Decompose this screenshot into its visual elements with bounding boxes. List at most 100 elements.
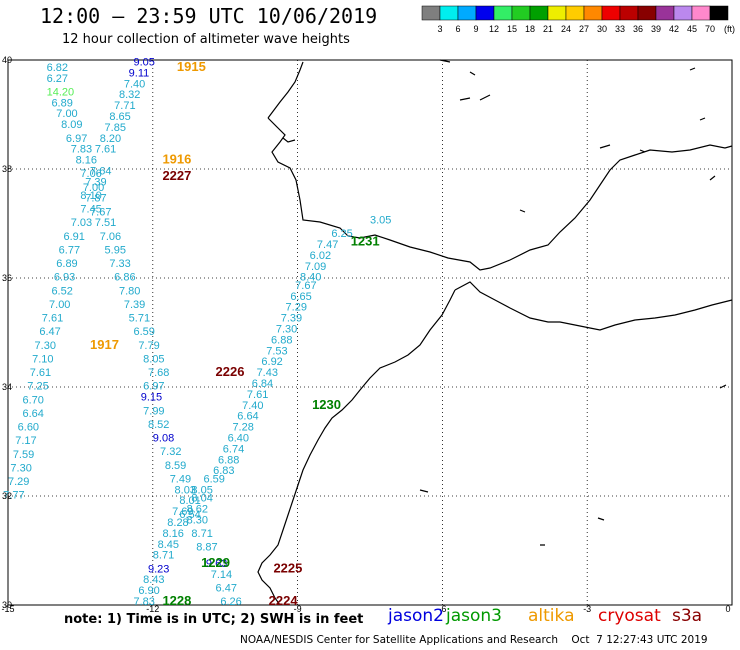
wave-height-value: 8.43 — [143, 574, 164, 586]
wave-height-value: 8.40 — [300, 272, 321, 284]
mission-s3a: s3a — [672, 606, 703, 626]
wave-height-value: 6.40 — [228, 433, 249, 445]
wave-height-value: 8.03 — [175, 484, 196, 496]
colorbar-label: 9 — [473, 24, 478, 34]
wave-height-value: 9.15 — [141, 392, 162, 404]
lon-tick-label: -12 — [146, 604, 159, 614]
wave-height-value: 3.05 — [370, 215, 391, 227]
wave-height-value: 7.39 — [124, 299, 145, 311]
wave-height-value: 6.47 — [216, 582, 237, 594]
colorbar-swatch — [601, 5, 621, 21]
wave-height-value: 6.97 — [66, 133, 87, 145]
wave-height-value: 7.39 — [85, 176, 106, 188]
coastline — [257, 59, 733, 606]
colorbar-label: 21 — [543, 24, 553, 34]
lat-tick-label: 38 — [2, 164, 12, 174]
wave-height-value: 6.86 — [114, 272, 135, 284]
wave-height-value: 7.53 — [266, 345, 287, 357]
wave-height-value: 7.71 — [114, 100, 135, 112]
note-text: note: 1) Time is in UTC; 2) SWH is in fe… — [64, 612, 364, 627]
wave-height-value: 7.99 — [143, 405, 164, 417]
wave-height-value: 8.62 — [187, 503, 208, 515]
wave-height-value: 8.45 — [158, 539, 179, 551]
mission-altika: altika — [528, 606, 575, 626]
colorbar-label: 12 — [489, 24, 499, 34]
wave-height-value: 6.70 — [22, 394, 43, 406]
colorbar-label: 24 — [561, 24, 571, 34]
wave-height-value: 7.68 — [148, 367, 169, 379]
wave-height-value: 8.16 — [162, 528, 183, 540]
colorbar-swatch — [583, 5, 603, 21]
lat-tick-label: 40 — [2, 55, 12, 65]
wave-height-value: 7.64 — [90, 165, 111, 177]
colorbar-swatch — [547, 5, 567, 21]
wave-height-value: 6.64 — [237, 411, 258, 423]
wave-height-value: 6.89 — [56, 258, 77, 270]
wave-height-value: 7.61 — [42, 313, 63, 325]
wave-height-value: 8.32 — [119, 89, 140, 101]
wave-height-value: 7.14 — [211, 569, 232, 581]
wave-height-value: 6.64 — [22, 408, 43, 420]
wave-height-value: 8.59 — [165, 460, 186, 472]
wave-height-value: 7.00 — [56, 108, 77, 120]
wave-height-value: 6.27 — [47, 73, 68, 85]
wave-height-value: 8.05 — [191, 484, 212, 496]
wave-height-value: 7.69 — [172, 506, 193, 518]
wave-height-value: 7.85 — [105, 122, 126, 134]
map-title: 12:00 – 23:59 UTC 10/06/2019 — [40, 4, 378, 28]
track-time-label: 2227 — [162, 168, 191, 183]
wave-height-value: 6.91 — [64, 231, 85, 243]
wave-height-value: 6.60 — [18, 422, 39, 434]
lon-tick-label: -9 — [294, 604, 302, 614]
lat-lon-grid — [8, 60, 732, 605]
colorbar-label: 33 — [615, 24, 625, 34]
wave-height-value: 7.43 — [257, 367, 278, 379]
wave-height-value: 7.30 — [276, 324, 297, 336]
wave-height-value: 6.59 — [133, 326, 154, 338]
wave-height-value: 7.67 — [295, 280, 316, 292]
wave-height-value: 6.25 — [331, 228, 352, 240]
wave-height-value: 7.49 — [170, 473, 191, 485]
wave-value-labels: 9.059.117.408.327.718.657.858.207.616.82… — [3, 56, 391, 608]
wave-height-value: 7.39 — [281, 313, 302, 325]
wave-height-value: 7.40 — [124, 78, 145, 90]
wave-height-value: 7.29 — [8, 476, 29, 488]
wave-height-value: 6.97 — [143, 381, 164, 393]
colorbar-swatch — [529, 5, 549, 21]
wave-height-value: 7.03 — [71, 217, 92, 229]
wave-height-value: 6.84 — [252, 378, 273, 390]
lon-tick-label: 0 — [725, 604, 730, 614]
map-subtitle: 12 hour collection of altimeter wave hei… — [62, 32, 350, 47]
colorbar-unit: (ft) — [724, 24, 735, 34]
wave-height-value: 6.83 — [213, 465, 234, 477]
colorbar-swatch — [565, 5, 585, 21]
mission-jason2: jason2 — [388, 606, 444, 626]
colorbar-swatch — [619, 5, 639, 21]
track-time-label: 1230 — [312, 397, 341, 412]
colorbar-label: 30 — [597, 24, 607, 34]
wave-height-value: 7.83 — [71, 144, 92, 156]
colorbar-label: 27 — [579, 24, 589, 34]
colorbar-label: 70 — [705, 24, 715, 34]
colorbar-swatch — [493, 5, 513, 21]
colorbar-swatch — [673, 5, 693, 21]
wave-height-value: 8.71 — [153, 550, 174, 562]
mission-legend: jason2 jason3 altika cryosat s3a — [0, 606, 740, 630]
wave-height-value: 6.26 — [220, 596, 241, 608]
wave-height-value: 7.17 — [15, 435, 36, 447]
wave-height-value: 8.30 — [187, 514, 208, 526]
colorbar-label: 45 — [687, 24, 697, 34]
wave-height-value: 7.29 — [286, 302, 307, 314]
wave-height-value: 9.63 — [206, 558, 227, 570]
wave-height-value: 7.47 — [317, 239, 338, 251]
wave-height-value: 8.16 — [76, 155, 97, 167]
wave-height-value: 8.28 — [167, 517, 188, 529]
mission-jason3: jason3 — [446, 606, 502, 626]
colorbar-swatch — [709, 5, 729, 21]
wave-height-value: 7.67 — [90, 206, 111, 218]
wave-height-value: 7.25 — [27, 381, 48, 393]
wave-height-value: 6.88 — [271, 334, 292, 346]
track-time-label: 1917 — [90, 337, 119, 352]
wave-height-value: 6.74 — [223, 443, 244, 455]
wave-height-value: 6.82 — [47, 62, 68, 74]
